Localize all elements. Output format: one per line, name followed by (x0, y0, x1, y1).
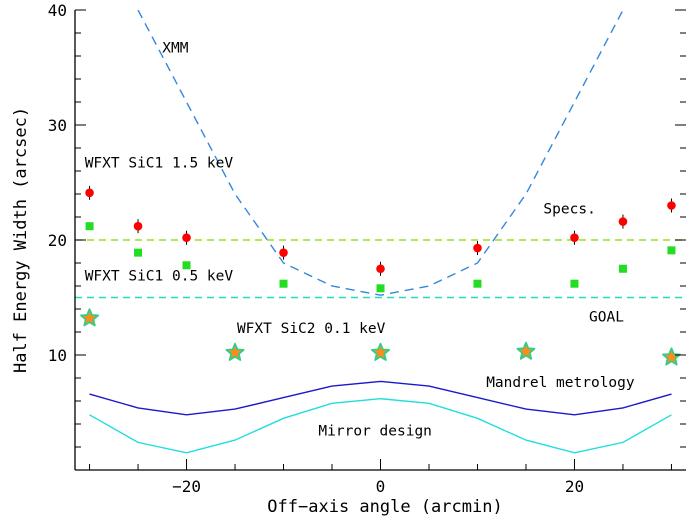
axes-layer: 10 20 30 40 −20 0 20 (48, 1, 686, 496)
y-tick-label: 10 (48, 346, 67, 365)
point-wfxt-sic1-0-5-kev (376, 284, 385, 293)
point-wfxt-sic1-1-5-kev (279, 248, 288, 257)
point-wfxt-sic1-1-5-kev (667, 201, 676, 210)
point-wfxt-sic2-0-1-kev (225, 342, 245, 361)
point-wfxt-sic1-0-5-kev (667, 246, 676, 255)
annotation-wfxt-sic1-1-5-kev: WFXT SiC1 1.5 keV (85, 156, 234, 172)
point-wfxt-sic1-1-5-kev (85, 188, 94, 198)
x-axis-title: Off−axis angle (arcmin) (267, 497, 502, 517)
annotation-mandrel-metrology: Mandrel metrology (486, 375, 635, 391)
annotation-wfxt-sic1-0-5-kev: WFXT SiC1 0.5 keV (85, 268, 234, 284)
point-wfxt-sic1-1-5-kev (570, 233, 579, 242)
annotation-mirror-design: Mirror design (318, 424, 432, 440)
point-wfxt-sic2-0-1-kev (662, 347, 681, 366)
y-tick-label: 20 (48, 231, 67, 250)
point-wfxt-sic2-0-1-kev (516, 341, 536, 360)
point-wfxt-sic1-1-5-kev (376, 264, 385, 274)
x-tick-label: −20 (172, 477, 201, 496)
point-wfxt-sic1-0-5-kev (279, 279, 288, 288)
annotation-xmm: XMM (162, 41, 188, 57)
point-wfxt-sic2-0-1-kev (80, 308, 99, 327)
point-wfxt-sic1-0-5-kev (182, 261, 191, 270)
annotation-specs: Specs. (543, 202, 595, 218)
y-axis-title: Half Energy Width (arcsec) (11, 107, 31, 373)
series-line-mirror-design (89, 397, 672, 454)
annotations-layer: XMM WFXT SiC1 1.5 keV WFXT SiC1 0.5 keV WFX… (85, 41, 635, 440)
y-tick-label: 30 (48, 116, 67, 135)
point-wfxt-sic1-0-5-kev (618, 264, 627, 273)
series-line-mandrel-metrology (89, 380, 672, 416)
point-wfxt-sic1-1-5-kev (618, 217, 628, 226)
point-wfxt-sic1-1-5-kev (133, 221, 143, 231)
reference-lines-layer (75, 239, 686, 299)
y-tick-label: 40 (48, 1, 67, 20)
x-tick-label: 0 (376, 477, 386, 496)
point-wfxt-sic1-0-5-kev (134, 248, 143, 257)
point-wfxt-sic1-0-5-kev (473, 279, 482, 288)
point-wfxt-sic1-0-5-kev (570, 279, 579, 288)
curves-layer (89, 380, 672, 454)
points-layer (80, 185, 681, 366)
point-wfxt-sic1-0-5-kev (85, 222, 94, 231)
annotation-wfxt-sic2-0-1-kev: WFXT SiC2 0.1 keV (237, 321, 386, 337)
series-line-xmm (137, 10, 624, 296)
annotation-goal: GOAL (589, 310, 624, 326)
point-wfxt-sic1-1-5-kev (473, 243, 482, 253)
point-wfxt-sic1-1-5-kev (182, 233, 191, 242)
point-wfxt-sic2-0-1-kev (370, 342, 391, 361)
x-tick-label: 20 (565, 477, 584, 496)
xmm-layer (137, 10, 624, 296)
